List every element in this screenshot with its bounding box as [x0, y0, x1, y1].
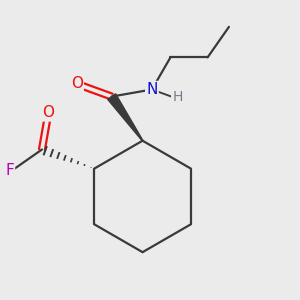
Text: O: O	[71, 76, 83, 92]
Text: H: H	[172, 90, 182, 104]
Text: O: O	[42, 105, 54, 120]
Polygon shape	[108, 94, 143, 141]
Text: N: N	[146, 82, 158, 97]
Text: F: F	[5, 163, 14, 178]
